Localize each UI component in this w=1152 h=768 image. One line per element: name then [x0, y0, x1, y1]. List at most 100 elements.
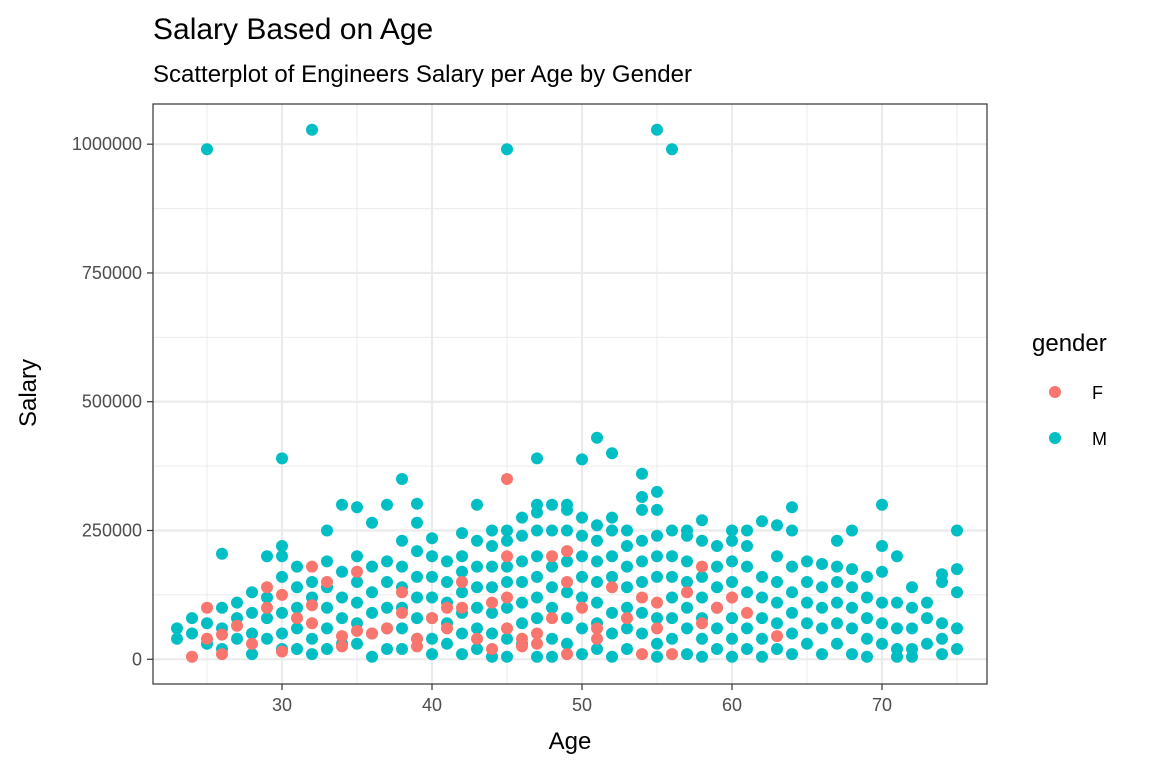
- point-m: [411, 545, 423, 558]
- point-m: [366, 650, 378, 663]
- point-m: [216, 547, 228, 560]
- point-m: [546, 632, 558, 645]
- point-f: [201, 632, 213, 645]
- point-m: [606, 447, 618, 460]
- point-m: [366, 606, 378, 619]
- point-m: [291, 581, 303, 594]
- point-f: [216, 628, 228, 641]
- point-m: [936, 648, 948, 661]
- legend: gender F M: [1032, 330, 1107, 449]
- y-tick-label: 500000: [82, 392, 142, 412]
- y-tick-label: 750000: [82, 263, 142, 283]
- point-m: [561, 637, 573, 650]
- point-f: [591, 622, 603, 635]
- x-axis-title: Age: [549, 728, 592, 755]
- point-m: [291, 643, 303, 655]
- point-m: [636, 491, 648, 503]
- point-m: [756, 591, 768, 604]
- chart-title: Salary Based on Age: [153, 13, 433, 46]
- point-m: [261, 550, 273, 563]
- point-m: [516, 511, 528, 524]
- point-m: [501, 632, 513, 645]
- point-m: [846, 563, 858, 576]
- point-m: [891, 650, 903, 663]
- point-m: [606, 606, 618, 619]
- x-tick-label: 50: [572, 695, 592, 715]
- point-m: [426, 632, 438, 645]
- point-m: [951, 622, 963, 635]
- point-m: [861, 570, 873, 583]
- point-m: [816, 648, 828, 661]
- point-m: [666, 524, 678, 537]
- point-m: [906, 622, 918, 635]
- point-m: [606, 570, 618, 583]
- point-m: [831, 617, 843, 630]
- point-m: [876, 617, 888, 630]
- x-tick-label: 30: [272, 695, 292, 715]
- point-m: [441, 576, 453, 588]
- point-m: [321, 601, 333, 614]
- point-m: [261, 591, 273, 604]
- point-m: [516, 617, 528, 630]
- point-m: [546, 650, 558, 663]
- point-m: [846, 648, 858, 661]
- point-m: [516, 596, 528, 609]
- point-m: [486, 581, 498, 594]
- point-f: [546, 550, 558, 563]
- point-f: [501, 473, 513, 485]
- point-m: [651, 529, 663, 542]
- point-m: [771, 596, 783, 609]
- x-tick-label: 70: [872, 695, 892, 715]
- point-f: [651, 596, 663, 609]
- point-m: [171, 632, 183, 645]
- point-m: [906, 601, 918, 614]
- point-m: [621, 540, 633, 552]
- point-m: [681, 529, 693, 542]
- point-m: [666, 143, 678, 156]
- point-f: [381, 622, 393, 635]
- point-f: [396, 586, 408, 599]
- point-m: [666, 570, 678, 583]
- point-m: [276, 606, 288, 619]
- point-m: [531, 650, 543, 663]
- point-f: [186, 650, 198, 663]
- point-m: [531, 612, 543, 625]
- point-m: [336, 591, 348, 604]
- point-m: [876, 565, 888, 578]
- point-m: [561, 555, 573, 568]
- point-m: [351, 637, 363, 650]
- legend-item-m: M: [1049, 429, 1107, 449]
- point-f: [441, 601, 453, 614]
- point-m: [411, 591, 423, 604]
- point-f: [636, 648, 648, 661]
- point-m: [306, 123, 318, 136]
- point-m: [276, 627, 288, 640]
- point-m: [426, 591, 438, 604]
- point-m: [606, 550, 618, 563]
- point-m: [381, 498, 393, 511]
- point-m: [906, 581, 918, 594]
- point-f: [231, 619, 243, 632]
- point-m: [426, 550, 438, 563]
- point-m: [246, 627, 258, 640]
- point-m: [786, 586, 798, 599]
- point-f: [666, 648, 678, 661]
- point-m: [621, 643, 633, 655]
- point-m: [276, 540, 288, 552]
- point-m: [336, 612, 348, 625]
- point-m: [201, 143, 213, 156]
- point-m: [591, 534, 603, 547]
- point-m: [846, 601, 858, 614]
- point-m: [186, 627, 198, 640]
- point-m: [756, 570, 768, 583]
- point-m: [921, 637, 933, 650]
- point-m: [336, 565, 348, 578]
- point-m: [696, 534, 708, 547]
- point-f: [711, 601, 723, 614]
- point-m: [651, 650, 663, 663]
- point-m: [831, 560, 843, 573]
- point-m: [696, 591, 708, 604]
- point-m: [291, 601, 303, 614]
- y-axis-ticks: 0 250000 500000 750000 1000000: [72, 134, 153, 669]
- point-m: [456, 586, 468, 599]
